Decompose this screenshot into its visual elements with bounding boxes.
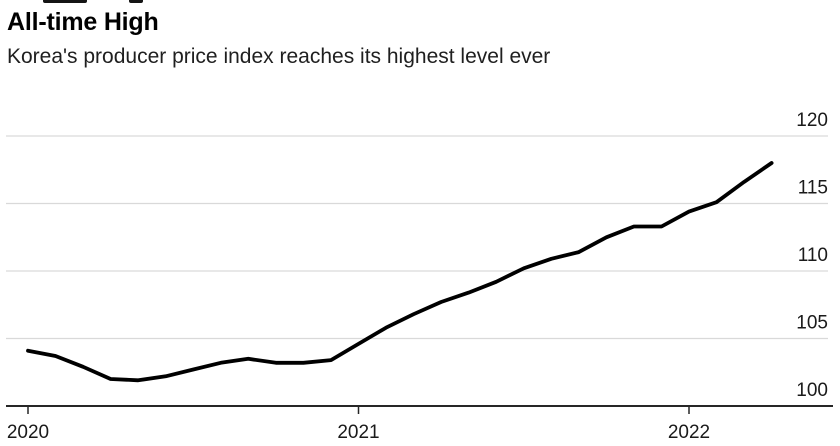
x-axis-label: 2020 — [7, 422, 49, 443]
x-axis-label: 2021 — [337, 422, 379, 443]
y-axis-label: 115 — [798, 178, 828, 199]
cropped-text-artifact — [129, 0, 143, 3]
cropped-text-artifact — [43, 0, 87, 3]
chart-subtitle: Korea's producer price index reaches its… — [7, 45, 551, 68]
y-axis-label: 120 — [796, 110, 828, 131]
x-axis-label: 2022 — [668, 422, 710, 443]
y-axis-label: 100 — [796, 380, 828, 401]
chart-title: All-time High — [7, 8, 159, 36]
y-axis-label: 105 — [796, 313, 828, 334]
y-axis-label: 110 — [798, 245, 828, 266]
ppi-series-line — [26, 161, 774, 383]
